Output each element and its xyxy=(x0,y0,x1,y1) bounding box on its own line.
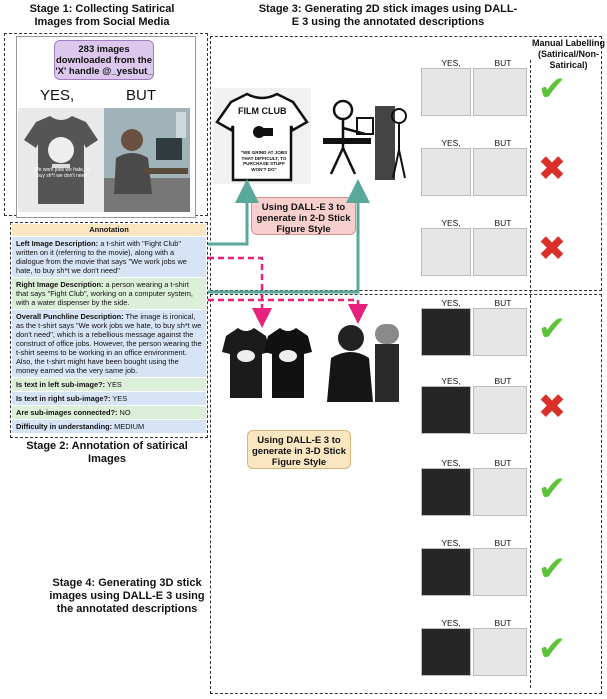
result3d-4-check-icon: ✔ xyxy=(537,630,567,668)
result3d-3-right-thumbnail xyxy=(473,548,527,596)
result2d-0-check-icon: ✔ xyxy=(537,70,567,108)
annotation-value: MEDIUM xyxy=(112,422,145,431)
result2d-1-right-thumbnail xyxy=(473,148,527,196)
result3d-1-right-thumbnail xyxy=(473,386,527,434)
result3d-2-left-thumbnail xyxy=(421,468,471,516)
result3d-0-yes-label: YES, xyxy=(441,298,461,308)
annotation-row: Overall Punchline Description: The image… xyxy=(12,310,206,378)
result2d-2-left-thumbnail xyxy=(421,228,471,276)
pink-arrow-right xyxy=(208,298,368,324)
result3d-2-right-thumbnail xyxy=(473,468,527,516)
result2d-1-left-thumbnail xyxy=(421,148,471,196)
stage1-yes-label: YES, xyxy=(40,87,75,104)
stage4-box xyxy=(210,294,602,694)
result2d-1-cross-icon: ✖ xyxy=(537,150,567,188)
annotation-value: a t-shirt with "Fight Club" written on i… xyxy=(16,239,187,275)
stage2-title: Stage 2: Annotation of satirical Images xyxy=(26,440,188,465)
stage1-tshirt-caption: We work jobs we hate, to buy sh*t we don… xyxy=(34,167,90,179)
annotation-row: Are sub-images connected?: NO xyxy=(12,406,206,420)
manual-divider xyxy=(530,60,531,688)
stage1-office-image xyxy=(104,108,190,212)
annotation-value: a person wearing a t-shirt that says "Fi… xyxy=(16,280,193,307)
annotation-row: Is text in right sub-image?: YES xyxy=(12,392,206,406)
annotation-header: Annotation xyxy=(12,224,206,236)
annotation-key: Overall Punchline Description: xyxy=(16,312,124,321)
result3d-0-but-label: BUT xyxy=(494,298,512,308)
annotation-value: NO xyxy=(117,408,131,417)
stage3-office-stick-image xyxy=(313,88,410,184)
annotation-key: Is text in left sub-image?: xyxy=(16,380,106,389)
result3d-0-check-icon: ✔ xyxy=(537,310,567,348)
stage4-office-3d-image xyxy=(315,318,405,402)
result3d-1-but-label: BUT xyxy=(494,376,512,386)
annotation-row: Difficulty in understanding: MEDIUM xyxy=(12,420,206,434)
annotation-row: Left Image Description: a t-shirt with "… xyxy=(12,237,206,278)
annotation-rows: Left Image Description: a t-shirt with "… xyxy=(12,237,206,434)
result2d-1-yes-label: YES, xyxy=(441,138,461,148)
annotation-key: Is text in right sub-image?: xyxy=(16,394,111,403)
annotation-row: Right Image Description: a person wearin… xyxy=(12,278,206,310)
annotation-key: Left Image Description: xyxy=(16,239,99,248)
stage3-shirt-quote: "WE GRIND AT JOBS THAT DIFFICULT, TO PUR… xyxy=(240,150,288,172)
result2d-1-but-label: BUT xyxy=(494,138,512,148)
result2d-2-cross-icon: ✖ xyxy=(537,230,567,268)
result3d-0-right-thumbnail xyxy=(473,308,527,356)
annotation-row: Is text in left sub-image?: YES xyxy=(12,378,206,392)
result3d-2-yes-label: YES, xyxy=(441,458,461,468)
manual-title: Manual Labelling (Satirical/Non-Satirica… xyxy=(531,38,605,70)
stage3d-callout: Using DALL-E 3 to generate in 3-D Stick … xyxy=(247,430,351,469)
result2d-0-but-label: BUT xyxy=(494,58,512,68)
stage3-tshirt-stick-image xyxy=(213,88,311,184)
stage4-tshirts-3d-image xyxy=(222,322,314,402)
stage1-note: 283 images downloaded from the 'X' handl… xyxy=(54,40,154,80)
stage4-title: Stage 4: Generating 3D stick images usin… xyxy=(49,577,205,615)
teal-arrow-left xyxy=(208,179,259,246)
stage3-shirt-text: FILM CLUB xyxy=(238,106,287,116)
result3d-3-but-label: BUT xyxy=(494,538,512,548)
result3d-4-left-thumbnail xyxy=(421,628,471,676)
result3d-4-right-thumbnail xyxy=(473,628,527,676)
pink-arrow-left xyxy=(208,256,272,328)
result3d-3-yes-label: YES, xyxy=(441,538,461,548)
result2d-0-left-thumbnail xyxy=(421,68,471,116)
annotation-value: The image is ironical, as the t-shirt sa… xyxy=(16,312,202,375)
result2d-2-but-label: BUT xyxy=(494,218,512,228)
result3d-2-but-label: BUT xyxy=(494,458,512,468)
annotation-key: Right Image Description: xyxy=(16,280,104,289)
stage1-title: Stage 1: Collecting Satirical Images fro… xyxy=(29,3,175,28)
result3d-3-left-thumbnail xyxy=(421,548,471,596)
result3d-0-left-thumbnail xyxy=(421,308,471,356)
result3d-1-cross-icon: ✖ xyxy=(537,388,567,426)
annotation-key: Are sub-images connected?: xyxy=(16,408,118,417)
stage1-but-label: BUT xyxy=(126,87,156,104)
stage1-tshirt-image xyxy=(18,108,104,212)
teal-arrow-right xyxy=(208,179,370,294)
annotation-value: YES xyxy=(110,394,128,403)
result3d-2-check-icon: ✔ xyxy=(537,470,567,508)
stage3-box xyxy=(210,36,602,291)
result3d-4-but-label: BUT xyxy=(494,618,512,628)
result3d-1-left-thumbnail xyxy=(421,386,471,434)
result2d-2-yes-label: YES, xyxy=(441,218,461,228)
result3d-1-yes-label: YES, xyxy=(441,376,461,386)
result3d-3-check-icon: ✔ xyxy=(537,550,567,588)
result2d-0-yes-label: YES, xyxy=(441,58,461,68)
stage3-title: Stage 3: Generating 2D stick images usin… xyxy=(258,3,518,28)
stage3-callout: Using DALL-E 3 to generate in 2-D Stick … xyxy=(251,197,356,235)
result2d-2-right-thumbnail xyxy=(473,228,527,276)
result2d-0-right-thumbnail xyxy=(473,68,527,116)
annotation-value: YES xyxy=(105,380,122,389)
result3d-4-yes-label: YES, xyxy=(441,618,461,628)
annotation-key: Difficulty in understanding: xyxy=(16,422,113,431)
